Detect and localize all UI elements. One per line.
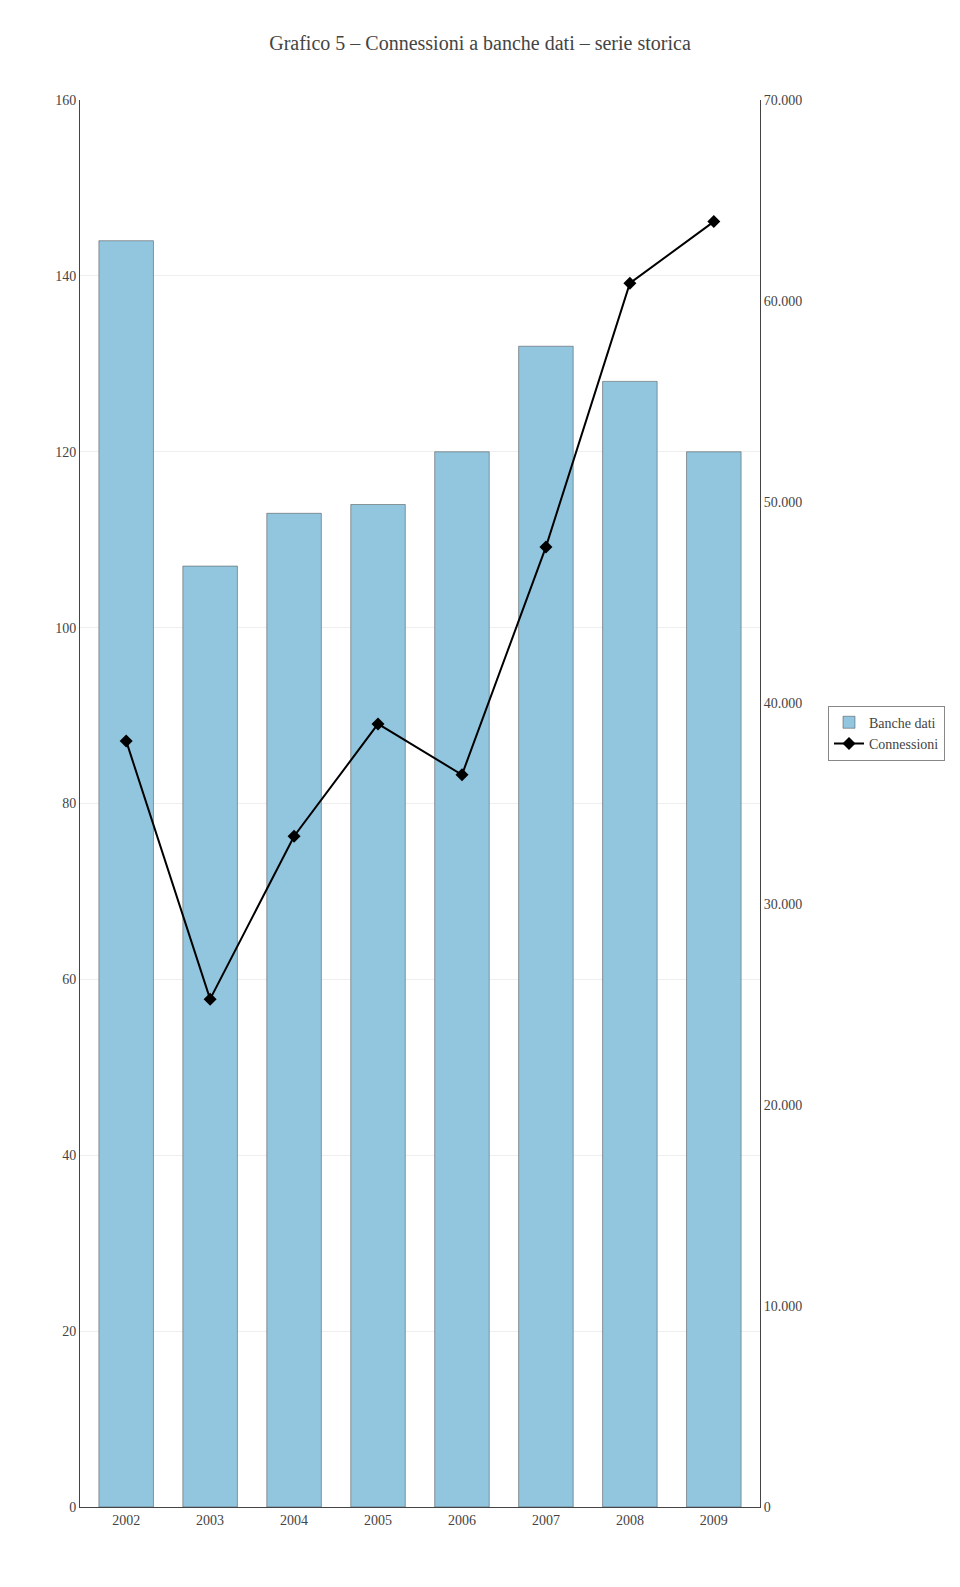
svg-text:60.000: 60.000: [764, 294, 803, 309]
svg-text:160: 160: [55, 93, 76, 108]
svg-text:20.000: 20.000: [764, 1098, 803, 1113]
svg-text:120: 120: [55, 445, 76, 460]
svg-text:100: 100: [55, 621, 76, 636]
svg-text:2007: 2007: [532, 1513, 560, 1528]
svg-text:2005: 2005: [364, 1513, 392, 1528]
svg-text:2009: 2009: [700, 1513, 728, 1528]
svg-text:30.000: 30.000: [764, 897, 803, 912]
svg-text:80: 80: [62, 796, 76, 811]
svg-text:0: 0: [764, 1500, 771, 1515]
svg-text:2003: 2003: [196, 1513, 224, 1528]
svg-text:60: 60: [62, 972, 76, 987]
svg-text:Grafico 5 – Connessioni a banc: Grafico 5 – Connessioni a banche dati – …: [269, 32, 691, 54]
svg-text:20: 20: [62, 1324, 76, 1339]
svg-text:2006: 2006: [448, 1513, 476, 1528]
svg-text:40: 40: [62, 1148, 76, 1163]
svg-text:2002: 2002: [112, 1513, 140, 1528]
svg-text:0: 0: [69, 1500, 76, 1515]
svg-text:10.000: 10.000: [764, 1299, 803, 1314]
svg-text:140: 140: [55, 269, 76, 284]
svg-text:Connessioni: Connessioni: [869, 737, 938, 752]
svg-text:Banche dati: Banche dati: [869, 716, 936, 731]
svg-text:70.000: 70.000: [764, 93, 803, 108]
svg-text:40.000: 40.000: [764, 696, 803, 711]
svg-text:2008: 2008: [616, 1513, 644, 1528]
svg-text:2004: 2004: [280, 1513, 308, 1528]
svg-text:50.000: 50.000: [764, 495, 803, 510]
